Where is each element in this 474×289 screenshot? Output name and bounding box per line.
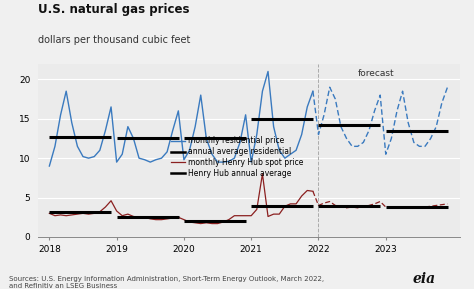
Text: Sources: U.S. Energy Information Administration, Short-Term Energy Outlook, Marc: Sources: U.S. Energy Information Adminis… [9,276,325,289]
Legend: monthly residential price, annual average residential, monthly Henry Hub spot pr: monthly residential price, annual averag… [168,133,307,181]
Text: U.S. natural gas prices: U.S. natural gas prices [38,3,190,16]
Text: forecast: forecast [357,69,394,78]
Text: eia: eia [412,272,436,286]
Text: dollars per thousand cubic feet: dollars per thousand cubic feet [38,35,190,45]
